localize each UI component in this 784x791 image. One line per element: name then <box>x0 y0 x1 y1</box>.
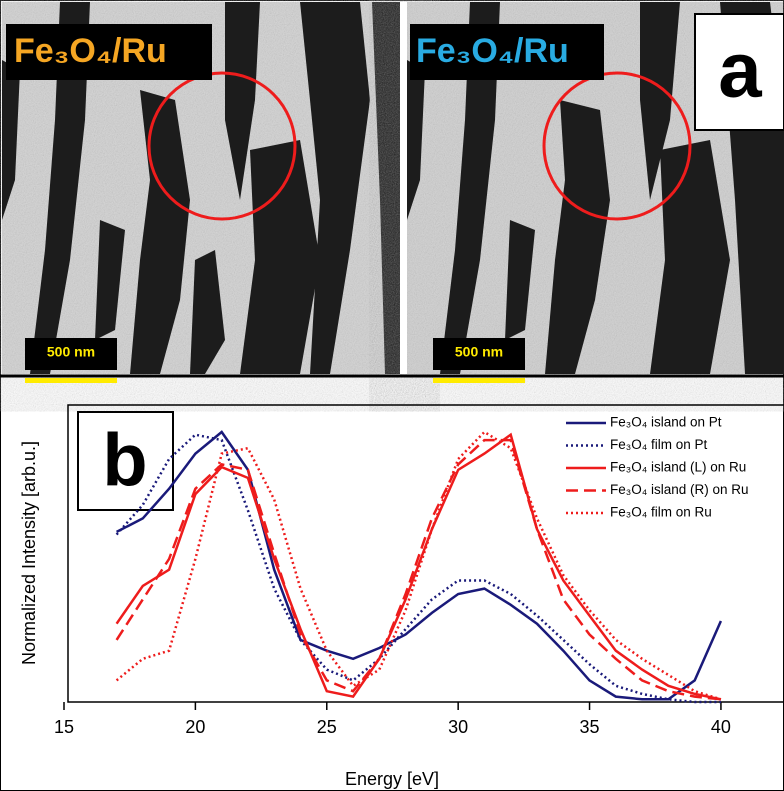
divider <box>400 2 407 374</box>
x-tick-label: 25 <box>317 717 337 737</box>
scale-bar <box>433 378 525 383</box>
legend-label: Fe₃O₄ island (R) on Ru <box>610 482 749 497</box>
legend-label: Fe₃O₄ film on Pt <box>610 437 708 452</box>
figure: Fe₃O₄/Ru 500 nm Fe₃O₄/Ru 500 nm a b Ener… <box>0 0 784 791</box>
panel-label: Fe₃O₄/Ru <box>14 32 167 70</box>
legend-label: Fe₃O₄ island (L) on Ru <box>610 460 746 475</box>
scale-bar-label: 500 nm <box>455 344 503 360</box>
x-tick-label: 30 <box>448 717 468 737</box>
x-tick-label: 40 <box>711 717 731 737</box>
x-tick-label: 20 <box>185 717 205 737</box>
scale-bar-label: 500 nm <box>47 344 95 360</box>
x-tick-label: 35 <box>580 717 600 737</box>
x-axis-label: Energy [eV] <box>345 769 439 789</box>
scale-bar <box>25 378 117 383</box>
x-tick-label: 15 <box>54 717 74 737</box>
panel-letter: b <box>102 419 147 502</box>
panel-label: Fe₃O₄/Ru <box>416 32 569 70</box>
micrograph-left: Fe₃O₄/Ru 500 nm <box>2 2 400 383</box>
legend-label: Fe₃O₄ island on Pt <box>610 415 722 430</box>
panel-letter: a <box>718 26 762 114</box>
y-axis-label: Normalized Intensity [arb.u.] <box>19 441 39 665</box>
legend-label: Fe₃O₄ film on Ru <box>610 505 712 520</box>
